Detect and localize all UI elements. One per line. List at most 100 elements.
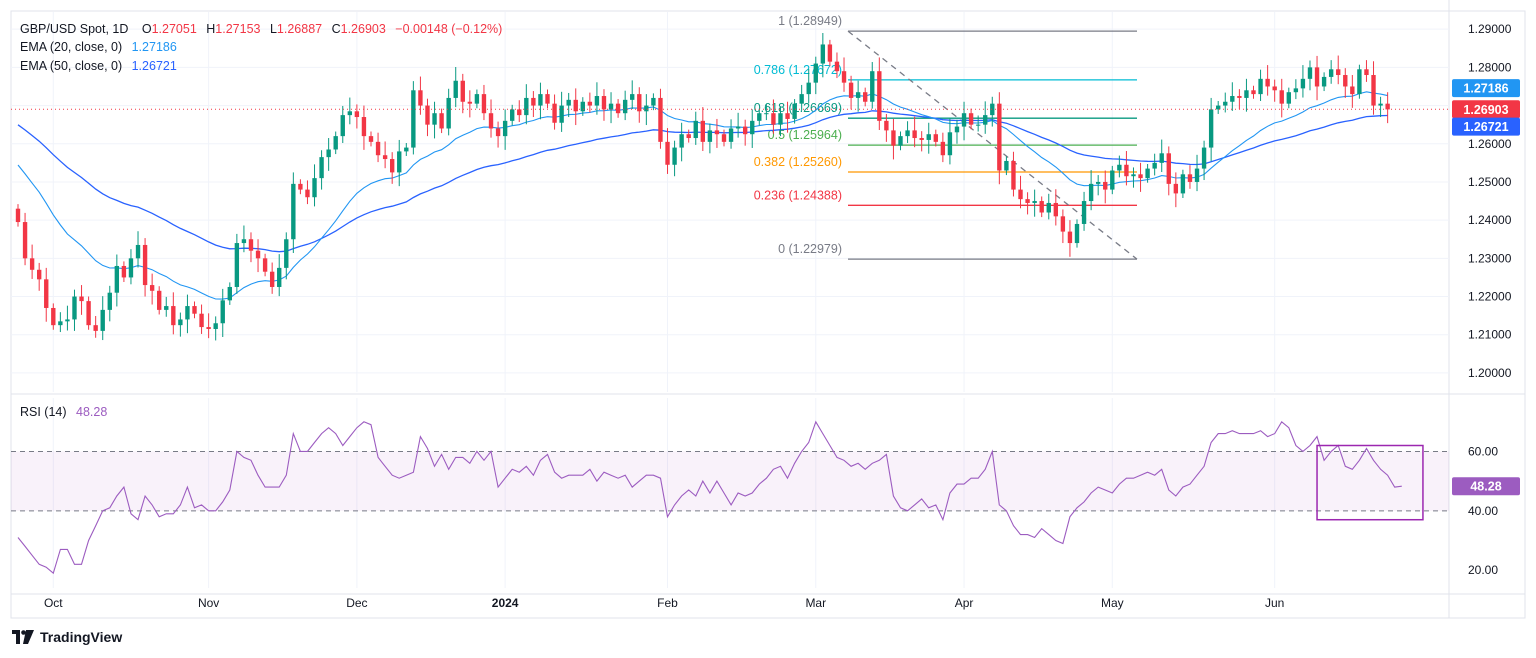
candle[interactable] bbox=[354, 104, 360, 129]
candle[interactable] bbox=[559, 91, 564, 132]
candle[interactable] bbox=[100, 296, 105, 341]
candle[interactable] bbox=[735, 112, 741, 138]
candle[interactable] bbox=[714, 118, 720, 148]
candle[interactable] bbox=[524, 84, 529, 125]
candle[interactable] bbox=[884, 113, 889, 142]
candle[interactable] bbox=[157, 286, 162, 315]
candle[interactable] bbox=[1025, 192, 1030, 215]
candle[interactable] bbox=[382, 141, 388, 169]
candle[interactable] bbox=[269, 262, 275, 294]
candle[interactable] bbox=[630, 80, 635, 110]
candle[interactable] bbox=[912, 116, 917, 148]
candle[interactable] bbox=[1166, 146, 1171, 196]
candle[interactable] bbox=[764, 104, 769, 121]
candle[interactable] bbox=[185, 294, 190, 334]
candle[interactable] bbox=[171, 292, 176, 335]
ema20-legend[interactable]: EMA (20, close, 0) 1.27186 bbox=[20, 40, 177, 54]
candle[interactable] bbox=[997, 92, 1002, 185]
candle[interactable] bbox=[848, 75, 854, 110]
candle[interactable] bbox=[220, 288, 225, 338]
candle[interactable] bbox=[517, 100, 522, 122]
candle[interactable] bbox=[827, 39, 833, 67]
candle[interactable] bbox=[608, 92, 614, 124]
candle[interactable] bbox=[206, 313, 211, 339]
candle[interactable] bbox=[347, 97, 353, 125]
candle[interactable] bbox=[707, 123, 713, 154]
candle[interactable] bbox=[870, 62, 875, 109]
candle[interactable] bbox=[227, 282, 232, 305]
ema50-legend[interactable]: EMA (50, close, 0) 1.26721 bbox=[20, 59, 177, 73]
candle[interactable] bbox=[573, 88, 578, 126]
candle[interactable] bbox=[1385, 92, 1390, 124]
candle[interactable] bbox=[1328, 60, 1334, 84]
candle[interactable] bbox=[248, 232, 254, 263]
candle[interactable] bbox=[319, 150, 324, 190]
candle[interactable] bbox=[1053, 189, 1059, 226]
candle[interactable] bbox=[1103, 170, 1108, 204]
candle[interactable] bbox=[552, 94, 557, 130]
candle[interactable] bbox=[1124, 151, 1129, 186]
candle[interactable] bbox=[580, 97, 585, 116]
candle[interactable] bbox=[142, 238, 148, 297]
candle[interactable] bbox=[820, 33, 826, 78]
candle[interactable] bbox=[778, 106, 783, 137]
candle[interactable] bbox=[898, 131, 903, 151]
candle[interactable] bbox=[1095, 175, 1101, 196]
candle[interactable] bbox=[481, 84, 487, 121]
candle[interactable] bbox=[1159, 139, 1164, 173]
candle[interactable] bbox=[700, 107, 706, 152]
candle[interactable] bbox=[404, 142, 409, 156]
candle[interactable] bbox=[644, 94, 649, 126]
candle[interactable] bbox=[1371, 61, 1376, 115]
candle[interactable] bbox=[799, 84, 804, 111]
candle[interactable] bbox=[178, 312, 183, 337]
candle[interactable] bbox=[29, 244, 35, 279]
candle[interactable] bbox=[128, 249, 134, 285]
candle[interactable] bbox=[750, 109, 755, 148]
candle[interactable] bbox=[192, 301, 197, 319]
candle[interactable] bbox=[502, 109, 508, 150]
candle[interactable] bbox=[961, 101, 967, 141]
candle[interactable] bbox=[855, 80, 861, 112]
candle[interactable] bbox=[298, 179, 303, 195]
candle[interactable] bbox=[446, 88, 451, 136]
candle[interactable] bbox=[1216, 100, 1221, 114]
candle[interactable] bbox=[545, 89, 550, 109]
candle[interactable] bbox=[1223, 92, 1228, 113]
candle[interactable] bbox=[495, 121, 501, 148]
candle[interactable] bbox=[418, 76, 423, 115]
candle[interactable] bbox=[234, 233, 240, 294]
candle[interactable] bbox=[368, 131, 374, 147]
candle[interactable] bbox=[940, 132, 946, 163]
candle[interactable] bbox=[947, 118, 953, 165]
candle[interactable] bbox=[686, 129, 691, 143]
candle[interactable] bbox=[44, 267, 49, 322]
candle[interactable] bbox=[1138, 162, 1143, 192]
candle[interactable] bbox=[1258, 69, 1263, 101]
candle[interactable] bbox=[1293, 79, 1299, 100]
candle[interactable] bbox=[467, 90, 473, 118]
candle[interactable] bbox=[933, 129, 938, 147]
candle[interactable] bbox=[1364, 60, 1369, 82]
candle[interactable] bbox=[1117, 155, 1122, 178]
candle[interactable] bbox=[1314, 55, 1320, 101]
candle[interactable] bbox=[15, 204, 21, 227]
candle[interactable] bbox=[806, 68, 811, 104]
candle[interactable] bbox=[813, 56, 818, 95]
candle[interactable] bbox=[594, 82, 600, 115]
candle[interactable] bbox=[792, 99, 797, 124]
candle[interactable] bbox=[312, 164, 317, 207]
candle[interactable] bbox=[1067, 220, 1073, 257]
candle[interactable] bbox=[1272, 79, 1277, 102]
candle[interactable] bbox=[1230, 82, 1235, 111]
candle[interactable] bbox=[1336, 55, 1341, 85]
candle[interactable] bbox=[1018, 175, 1023, 209]
candle[interactable] bbox=[531, 91, 536, 118]
candle[interactable] bbox=[1208, 97, 1214, 162]
candle[interactable] bbox=[1350, 75, 1355, 108]
candle[interactable] bbox=[375, 132, 381, 163]
candle[interactable] bbox=[1110, 165, 1115, 195]
candle[interactable] bbox=[658, 88, 663, 149]
candle[interactable] bbox=[1237, 89, 1242, 110]
